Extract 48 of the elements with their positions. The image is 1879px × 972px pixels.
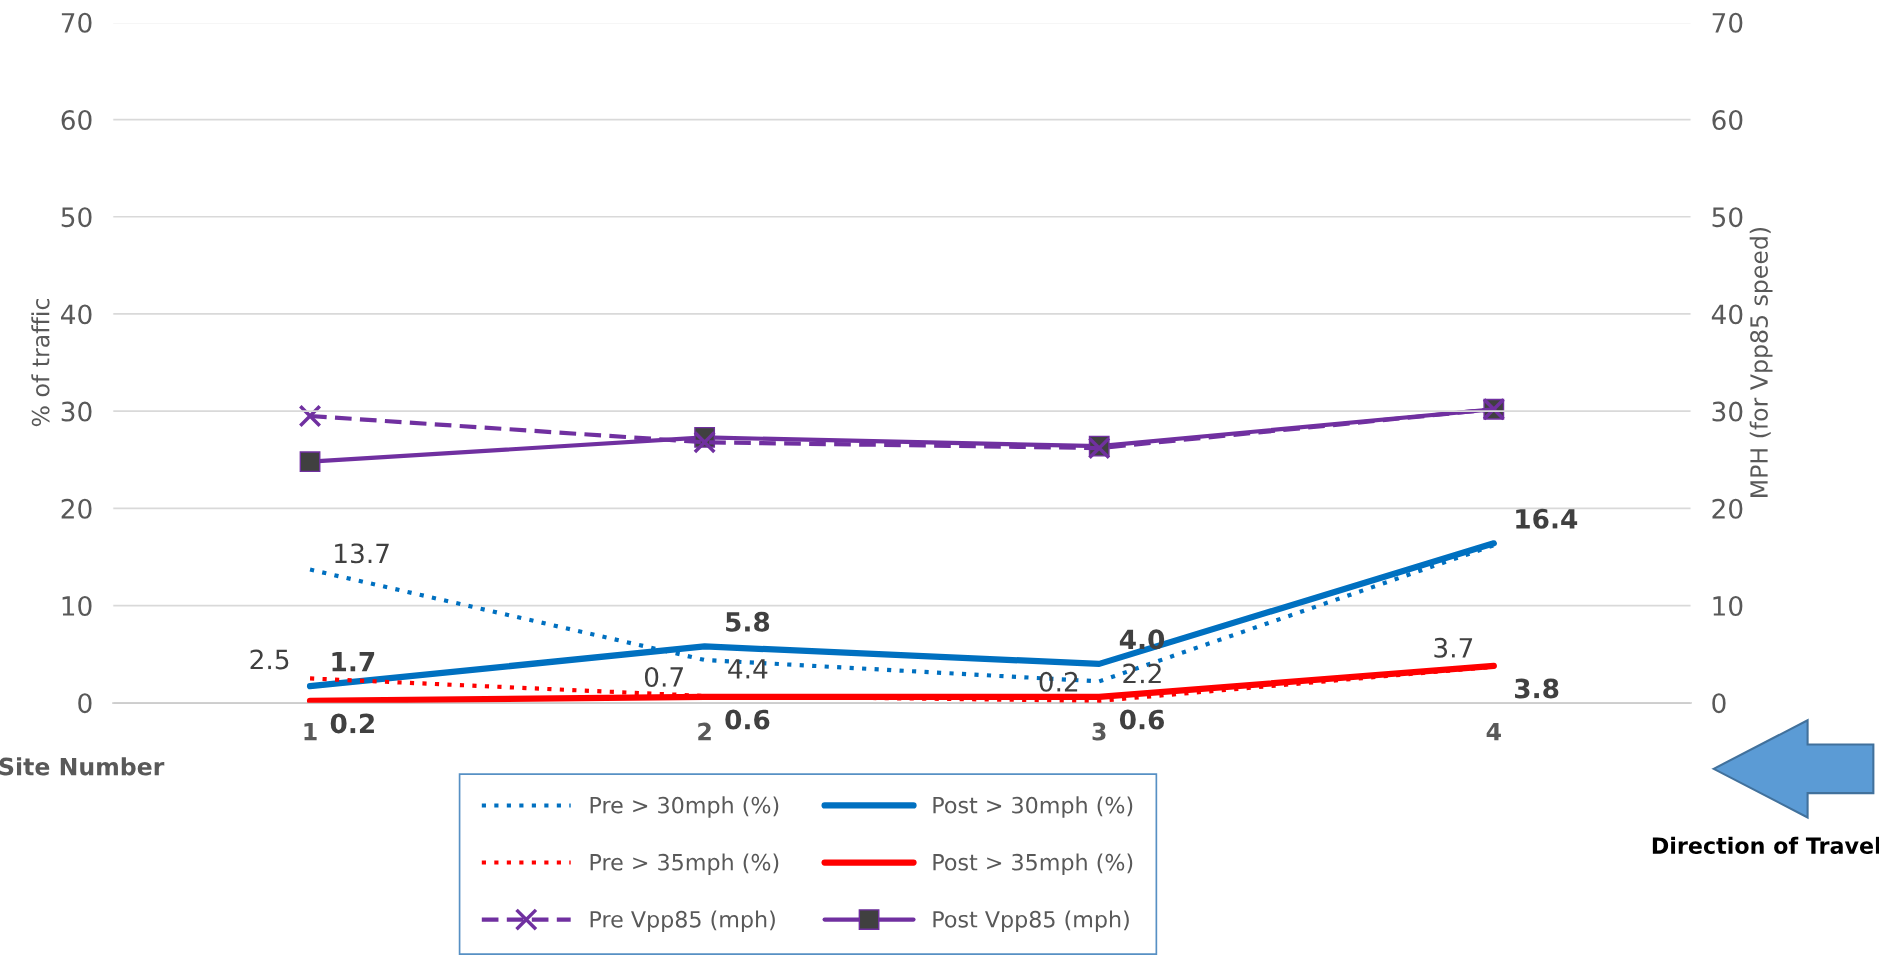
data-label: 0.2 [1039,671,1078,692]
y2-tick-label: 70 [1712,12,1743,33]
data-label: 13.7 [335,543,389,564]
y2-tick-label: 40 [1711,304,1743,325]
y-tick-label: 0 [78,693,92,714]
point [298,404,322,428]
text: Direction of Travel [1652,836,1879,855]
y2-tick-label: 50 [1712,207,1743,228]
data-label: 3.7 [1434,637,1473,658]
x-axis-title: Site Number [0,757,165,776]
legend-label: Post > 30mph (%) [933,796,1133,818]
data-label: 3.8 [1515,678,1559,699]
y2-tick-label: 0 [1712,693,1726,714]
data-label: 0.6 [725,709,770,730]
legend-label: Pre Vpp85 (mph) [590,910,775,932]
data-label: 0.2 [330,713,374,734]
y-tick-label: 20 [61,498,92,519]
data-label: 5.8 [726,611,770,632]
legend-label: Pre > 35mph (%) [590,853,779,875]
x-tick-label: 4 [1486,722,1501,741]
legend-label: Post > 35mph (%) [933,853,1133,875]
x-tick-label: 2 [698,722,711,741]
legend-label: Pre > 30mph (%) [590,796,779,818]
y-tick-label: 10 [62,596,92,616]
y2-tick-label: 60 [1712,110,1743,130]
data-label: 0.6 [1119,709,1164,730]
point [693,430,717,454]
x-tick-label: 1 [304,722,317,741]
data-label: 1.7 [332,652,375,672]
data-label: 2.2 [1123,663,1161,684]
data-label: 4.0 [1119,629,1165,650]
y-tick-label: 50 [61,207,92,228]
data-label: 4.4 [728,659,768,679]
y-tick-label: 70 [61,12,92,33]
data-label: 2.5 [250,649,289,670]
x-tick-label: 3 [1092,722,1106,741]
point [299,451,321,473]
legend-label: Post Vpp85 (mph) [933,910,1129,932]
y-axis-title: % of traffic [31,299,50,427]
y2-tick-label: 10 [1713,596,1743,616]
y-tick-label: 60 [61,110,92,130]
y2-axis-title: MPH (for Vpp85 speed) [1749,227,1773,497]
y-tick-label: 40 [61,304,92,325]
data-label: 16.4 [1516,508,1578,529]
y2-tick-label: 30 [1712,401,1743,422]
y2-tick-label: 20 [1712,498,1743,519]
y-tick-label: 30 [61,401,92,422]
data-label: 0.7 [644,666,683,687]
